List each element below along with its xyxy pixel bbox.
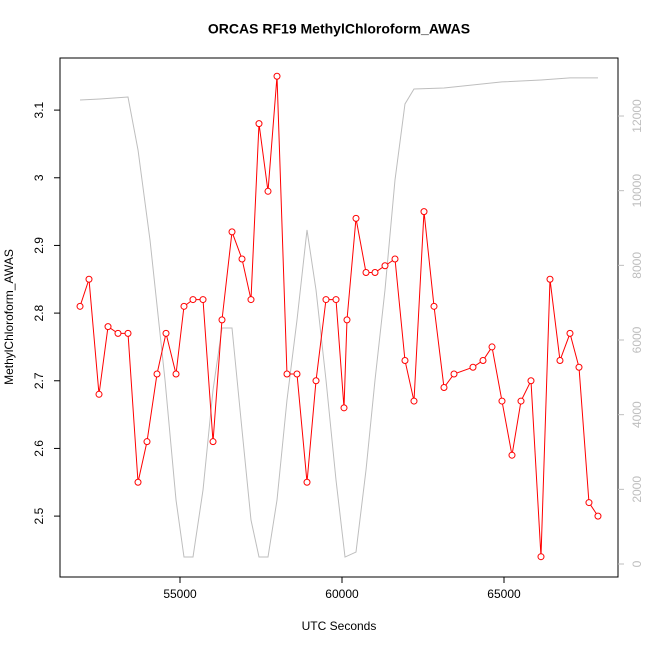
data-point bbox=[343, 316, 351, 324]
data-point bbox=[566, 329, 574, 337]
data-point bbox=[180, 302, 188, 310]
y-tick-label: 2.9 bbox=[32, 237, 46, 254]
data-point bbox=[228, 228, 236, 236]
x-axis-label: UTC Seconds bbox=[302, 619, 377, 633]
data-point bbox=[488, 343, 496, 351]
data-point bbox=[153, 370, 161, 378]
x-tick-label: 60000 bbox=[325, 587, 359, 601]
y-tick-label: 2.5 bbox=[32, 507, 46, 524]
data-point bbox=[585, 499, 593, 507]
plot-frame bbox=[59, 57, 619, 578]
chart-title: ORCAS RF19 MethylChloroform_AWAS bbox=[208, 21, 470, 37]
data-point bbox=[332, 296, 340, 304]
data-point bbox=[134, 478, 142, 486]
data-point bbox=[104, 323, 112, 331]
data-point bbox=[218, 316, 226, 324]
data-point bbox=[283, 370, 291, 378]
y-tick-label: 3.1 bbox=[32, 101, 46, 118]
data-point bbox=[340, 404, 348, 412]
data-point bbox=[537, 553, 545, 561]
y2-tick-label: 2000 bbox=[630, 476, 644, 503]
data-point bbox=[401, 356, 409, 364]
y2-tick-label: 8000 bbox=[630, 252, 644, 279]
data-point bbox=[410, 397, 418, 405]
data-point bbox=[556, 356, 564, 364]
data-point bbox=[264, 187, 272, 195]
data-point bbox=[594, 512, 602, 520]
data-point bbox=[469, 363, 477, 371]
data-point bbox=[381, 262, 389, 270]
data-point bbox=[371, 269, 379, 277]
data-point bbox=[352, 214, 360, 222]
y-axis-label: MethylChloroform_AWAS bbox=[2, 249, 16, 385]
data-point bbox=[498, 397, 506, 405]
data-point bbox=[209, 438, 217, 446]
data-point bbox=[546, 275, 554, 283]
y2-tick-label: 12000 bbox=[630, 99, 644, 133]
y2-tick-label: 10000 bbox=[630, 174, 644, 208]
data-point bbox=[312, 377, 320, 385]
data-point bbox=[189, 296, 197, 304]
data-point bbox=[85, 275, 93, 283]
y2-tick-label: 6000 bbox=[630, 326, 644, 353]
data-point bbox=[172, 370, 180, 378]
data-point bbox=[247, 296, 255, 304]
y-tick-label: 2.7 bbox=[32, 372, 46, 389]
data-point bbox=[273, 72, 281, 80]
data-point bbox=[420, 208, 428, 216]
y-tick-label: 2.8 bbox=[32, 304, 46, 321]
data-point bbox=[508, 451, 516, 459]
data-point bbox=[391, 255, 399, 263]
data-point bbox=[362, 269, 370, 277]
x-tick-label: 55000 bbox=[163, 587, 197, 601]
data-point bbox=[162, 329, 170, 337]
data-point bbox=[199, 296, 207, 304]
data-point bbox=[450, 370, 458, 378]
data-point bbox=[255, 120, 263, 128]
data-point bbox=[95, 390, 103, 398]
x-tick-label: 65000 bbox=[487, 587, 521, 601]
y-tick-label: 3 bbox=[32, 174, 46, 181]
data-point bbox=[527, 377, 535, 385]
y2-tick-label: 4000 bbox=[630, 401, 644, 428]
data-point bbox=[430, 302, 438, 310]
y2-tick-label: 0 bbox=[630, 560, 644, 567]
data-point bbox=[114, 329, 122, 337]
data-point bbox=[76, 302, 84, 310]
data-point bbox=[293, 370, 301, 378]
data-point bbox=[322, 296, 330, 304]
data-point bbox=[517, 397, 525, 405]
data-point bbox=[440, 384, 448, 392]
y-tick-label: 2.6 bbox=[32, 440, 46, 457]
series-line bbox=[79, 77, 598, 558]
data-point bbox=[124, 329, 132, 337]
data-point bbox=[143, 438, 151, 446]
data-point bbox=[575, 363, 583, 371]
data-point bbox=[303, 478, 311, 486]
data-point bbox=[238, 255, 246, 263]
data-point bbox=[479, 356, 487, 364]
